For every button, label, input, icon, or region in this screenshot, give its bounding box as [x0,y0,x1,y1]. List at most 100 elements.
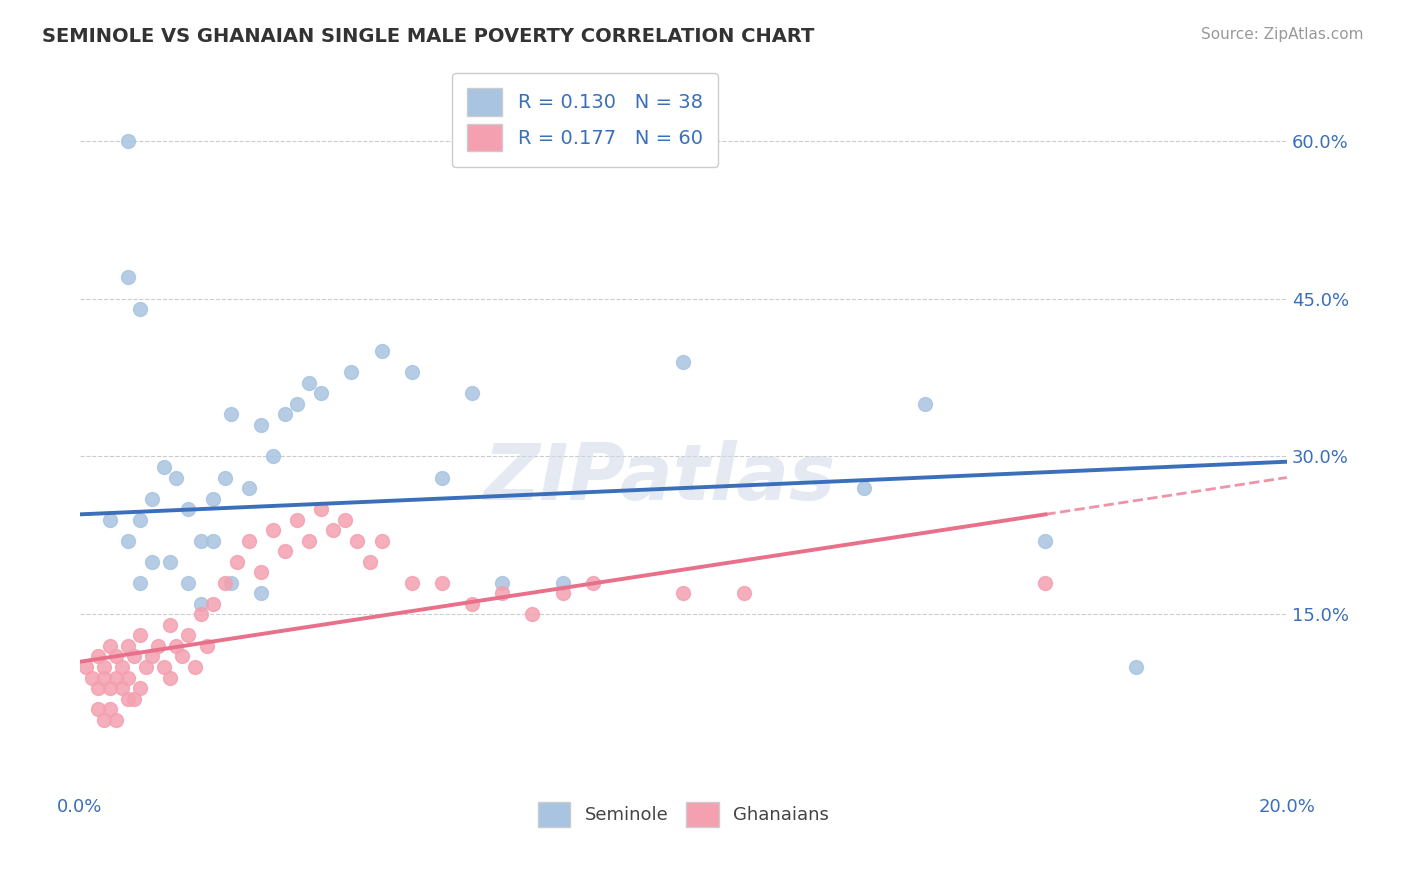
Point [165,639,187,653]
Point [153,660,176,674]
Point [159,671,181,685]
Point [111,681,134,695]
Point [141,649,163,664]
Text: Source: ZipAtlas.com: Source: ZipAtlas.com [1201,27,1364,42]
Point [122,691,145,706]
Point [75,660,97,674]
Point [370,344,392,359]
Point [141,555,163,569]
Point [322,523,344,537]
Point [491,586,513,600]
Point [93,671,115,685]
Point [117,691,139,706]
Point [214,575,236,590]
Point [359,555,381,569]
Point [285,513,308,527]
Point [93,660,115,674]
Point [346,533,368,548]
Point [111,660,134,674]
Point [582,575,605,590]
Legend: Seminole, Ghanaians: Seminole, Ghanaians [530,795,837,834]
Point [672,586,695,600]
Point [298,376,321,390]
Point [165,470,187,484]
Text: SEMINOLE VS GHANAIAN SINGLE MALE POVERTY CORRELATION CHART: SEMINOLE VS GHANAIAN SINGLE MALE POVERTY… [42,27,814,45]
Point [491,575,513,590]
Point [129,301,152,316]
Point [153,460,176,475]
Point [93,713,115,727]
Point [87,702,110,716]
Point [262,523,284,537]
Point [522,607,544,622]
Point [238,533,260,548]
Point [401,365,423,379]
Point [117,533,139,548]
Point [129,628,152,642]
Point [159,618,181,632]
Point [551,586,574,600]
Point [117,134,139,148]
Point [129,513,152,527]
Point [98,681,121,695]
Point [159,555,181,569]
Text: ZIPatlas: ZIPatlas [484,441,835,516]
Point [129,575,152,590]
Point [430,575,453,590]
Point [219,408,242,422]
Point [672,354,695,368]
Point [250,586,273,600]
Point [190,597,212,611]
Point [117,671,139,685]
Point [225,555,247,569]
Point [461,386,484,401]
Point [853,481,876,495]
Point [219,575,242,590]
Point [309,386,332,401]
Point [98,513,121,527]
Point [401,575,423,590]
Point [129,681,152,695]
Point [201,597,224,611]
Point [285,397,308,411]
Point [274,544,297,558]
Point [87,681,110,695]
Point [298,533,321,548]
Point [117,270,139,285]
Point [183,660,205,674]
Point [98,702,121,716]
Point [914,397,936,411]
Point [190,533,212,548]
Point [1125,660,1147,674]
Point [1035,533,1057,548]
Point [201,491,224,506]
Point [309,502,332,516]
Point [335,513,357,527]
Point [238,481,260,495]
Point [87,649,110,664]
Point [177,575,200,590]
Point [122,649,145,664]
Point [370,533,392,548]
Point [148,639,170,653]
Point [250,417,273,432]
Point [177,502,200,516]
Point [733,586,755,600]
Point [430,470,453,484]
Point [1035,575,1057,590]
Point [461,597,484,611]
Point [105,713,128,727]
Point [274,408,297,422]
Point [105,649,128,664]
Point [195,639,218,653]
Point [250,566,273,580]
Point [201,533,224,548]
Point [98,639,121,653]
Point [135,660,157,674]
Point [105,671,128,685]
Point [177,628,200,642]
Point [214,470,236,484]
Point [141,491,163,506]
Point [262,450,284,464]
Point [117,639,139,653]
